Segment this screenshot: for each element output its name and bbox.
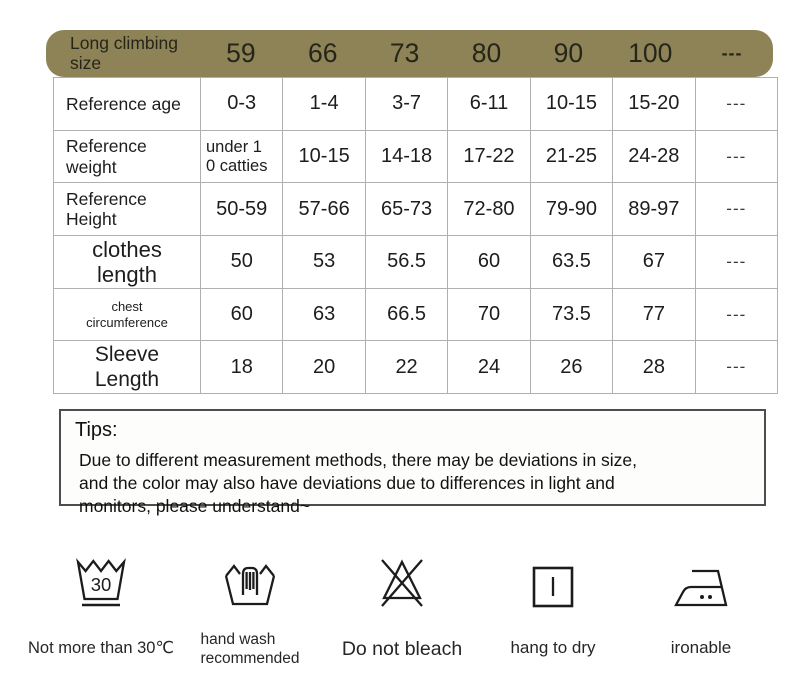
care-label: ironable bbox=[670, 638, 732, 657]
care-item-ironable: ironable bbox=[606, 550, 790, 658]
size-table-header: Long climbing size 59 66 73 80 90 100 --… bbox=[46, 30, 773, 77]
size-header-cell: --- bbox=[721, 43, 743, 63]
table-cell: 6-11 bbox=[448, 78, 531, 131]
care-item-hand-wash: hand wash recommended bbox=[155, 550, 345, 669]
care-item-hang-to-dry: hang to dry bbox=[458, 550, 648, 658]
table-cell: 22 bbox=[365, 341, 449, 395]
care-label: Do not bleach bbox=[341, 638, 463, 660]
row-label: Reference Height bbox=[54, 183, 201, 237]
hand-wash-icon bbox=[224, 564, 276, 606]
size-header-cell: 66 bbox=[308, 38, 338, 68]
table-cell: 10-15 bbox=[283, 130, 366, 184]
table-cell: 21-25 bbox=[530, 130, 614, 184]
table-cell: 63 bbox=[283, 288, 366, 342]
wash-30-icon: 30 bbox=[76, 558, 126, 607]
table-cell: 24-28 bbox=[613, 130, 696, 184]
table-cell: --- bbox=[695, 341, 778, 395]
table-cell: 18 bbox=[201, 341, 284, 395]
table-cell: 56.5 bbox=[365, 236, 449, 289]
table-cell: 57-66 bbox=[283, 183, 366, 237]
size-header-cell: 100 bbox=[628, 38, 673, 68]
ironable-icon bbox=[674, 569, 728, 607]
table-cell: 28 bbox=[613, 341, 696, 395]
table-cell: 60 bbox=[448, 236, 531, 289]
table-cell: --- bbox=[695, 288, 778, 342]
care-label: hang to dry bbox=[510, 638, 596, 657]
tips-body-text: Due to different measurement methods, th… bbox=[79, 450, 638, 516]
table-cell: 77 bbox=[613, 288, 696, 342]
care-label: Not more than 30℃ bbox=[27, 639, 175, 657]
table-cell: 66.5 bbox=[365, 288, 449, 342]
size-header-cell: 90 bbox=[553, 38, 584, 68]
table-cell: under 1 0 catties bbox=[201, 130, 284, 184]
table-cell: 1-4 bbox=[283, 78, 366, 131]
table-cell: 67 bbox=[613, 236, 696, 289]
row-label: clothes length bbox=[54, 236, 201, 289]
row-label: Reference age bbox=[54, 78, 201, 131]
table-cell: --- bbox=[695, 78, 778, 131]
size-table-title: Long climbing size bbox=[70, 32, 178, 73]
size-header-cell: 59 bbox=[226, 38, 256, 68]
hang-to-dry-icon bbox=[532, 566, 574, 608]
table-cell: 63.5 bbox=[530, 236, 614, 289]
table-cell: 17-22 bbox=[448, 130, 531, 184]
table-cell: 79-90 bbox=[530, 183, 614, 237]
table-cell: 73.5 bbox=[530, 288, 614, 342]
table-cell: 65-73 bbox=[365, 183, 449, 237]
table-cell: 20 bbox=[283, 341, 366, 395]
row-label: chest circumference bbox=[54, 288, 201, 342]
table-cell: 89-97 bbox=[613, 183, 696, 237]
tips-box: Tips: Due to different measurement metho… bbox=[59, 409, 766, 516]
table-cell: 15-20 bbox=[613, 78, 696, 131]
table-cell: 14-18 bbox=[365, 130, 449, 184]
care-label: hand wash recommended bbox=[200, 631, 300, 668]
size-table-body: Reference age 0-3 1-4 3-7 6-11 10-15 15-… bbox=[53, 77, 778, 395]
row-label: Reference weight bbox=[54, 130, 201, 184]
table-cell: 10-15 bbox=[530, 78, 614, 131]
size-header-cell: 73 bbox=[389, 38, 420, 68]
table-cell: 50 bbox=[201, 236, 284, 289]
row-label: Sleeve Length bbox=[54, 341, 201, 395]
table-cell: 50-59 bbox=[201, 183, 284, 237]
care-item-do-not-bleach: Do not bleach bbox=[307, 550, 497, 661]
table-cell: --- bbox=[695, 130, 778, 184]
size-header-cell: 80 bbox=[471, 38, 502, 68]
tips-title: Tips: bbox=[75, 419, 118, 441]
table-cell: 70 bbox=[448, 288, 531, 342]
table-cell: --- bbox=[695, 236, 778, 289]
table-cell: 26 bbox=[530, 341, 614, 395]
table-cell: --- bbox=[695, 183, 778, 237]
table-cell: 53 bbox=[283, 236, 366, 289]
table-cell: 24 bbox=[448, 341, 531, 395]
table-cell: 3-7 bbox=[365, 78, 449, 131]
table-cell: 0-3 bbox=[201, 78, 284, 131]
care-item-wash: 30 Not more than 30℃ bbox=[6, 550, 196, 658]
do-not-bleach-icon bbox=[381, 559, 423, 607]
svg-text:30: 30 bbox=[91, 574, 112, 595]
table-cell: 60 bbox=[201, 288, 284, 342]
table-cell: 72-80 bbox=[448, 183, 531, 237]
